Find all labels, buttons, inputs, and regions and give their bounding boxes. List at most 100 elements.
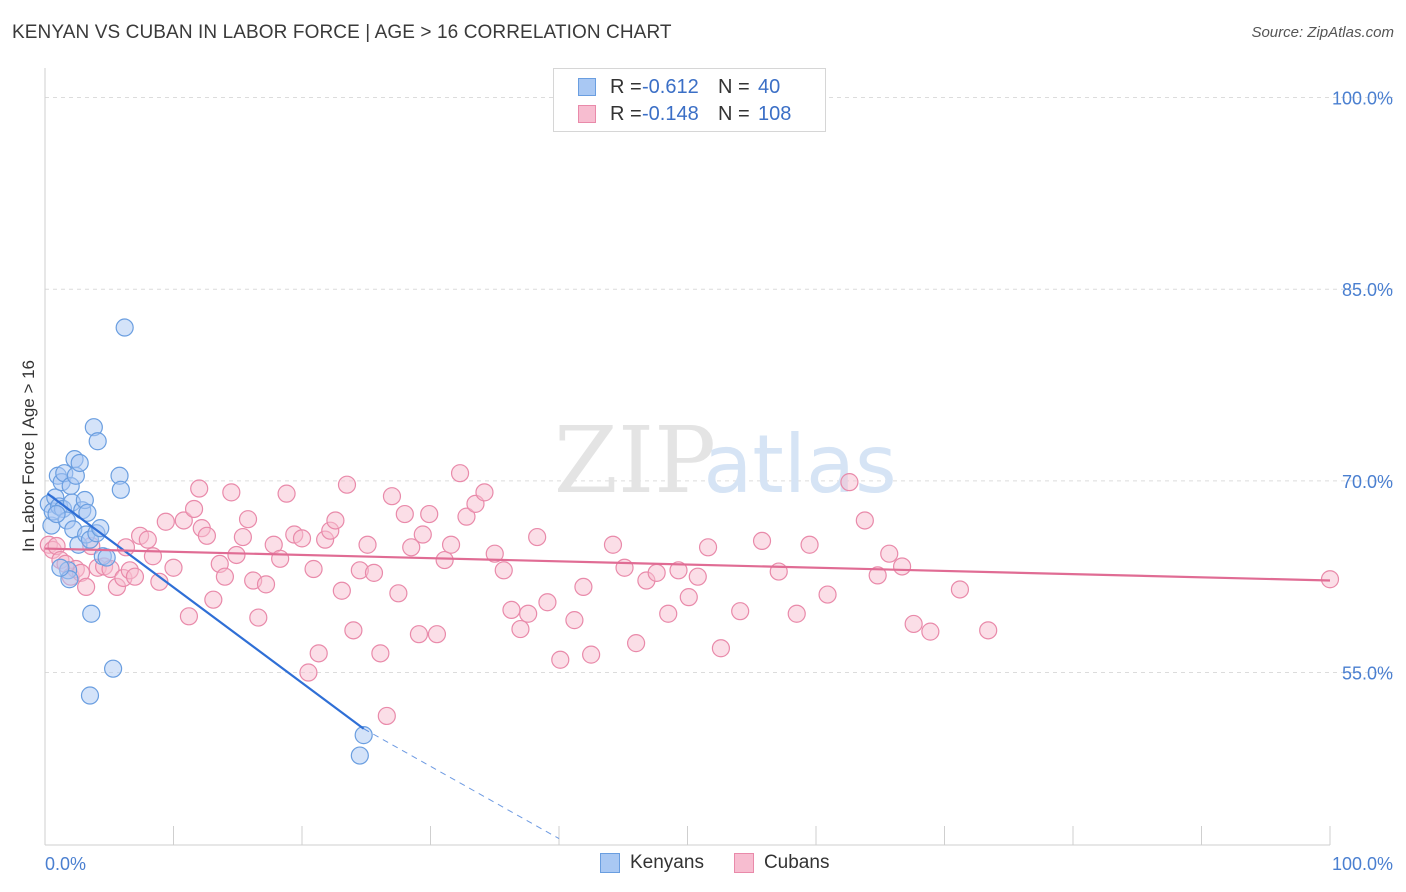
data-point: [309, 644, 328, 663]
trend-line-kenyans: [46, 492, 365, 730]
data-point: [304, 559, 323, 579]
y-axis-label: In Labor Force | Age > 16: [19, 360, 38, 552]
legend-r-label: R =: [610, 75, 642, 98]
data-point: [752, 531, 772, 551]
data-point: [164, 558, 183, 577]
data-point: [669, 561, 688, 580]
series-points-kenyans: [39, 318, 373, 765]
data-point: [950, 580, 970, 599]
data-point: [818, 585, 837, 604]
legend-n-label: N =: [718, 75, 750, 98]
data-point: [413, 525, 432, 544]
legend-n-value: 40: [758, 75, 781, 98]
data-point: [519, 604, 538, 623]
legend-row-kenyans: R = -0.612 N = 40: [578, 75, 780, 99]
data-point: [787, 604, 806, 623]
data-point: [647, 563, 666, 582]
data-point: [921, 622, 940, 641]
data-point: [679, 588, 698, 607]
data-point: [91, 519, 110, 538]
data-point: [358, 535, 377, 554]
data-point: [227, 545, 246, 565]
data-point: [688, 567, 707, 586]
data-point: [77, 577, 96, 597]
data-point: [565, 611, 584, 630]
legend-item-cubans[interactable]: Cubans: [733, 852, 829, 874]
data-point: [420, 504, 439, 524]
data-point: [855, 511, 874, 530]
data-point: [179, 607, 199, 626]
data-point: [395, 504, 414, 524]
data-point: [904, 614, 923, 634]
data-point: [511, 619, 530, 639]
tick-labels: 55.0% 70.0% 85.0% 100.0% 0.0% 100.0%: [45, 89, 1393, 874]
data-point: [382, 487, 402, 506]
data-point: [711, 639, 731, 658]
data-point: [292, 529, 312, 548]
legend-r-value: -0.612: [642, 75, 699, 98]
data-point: [880, 544, 899, 563]
data-point: [125, 567, 145, 586]
data-point: [409, 625, 429, 644]
legend-swatch-cubans: [733, 853, 754, 873]
data-point: [377, 706, 396, 726]
data-point: [494, 561, 513, 580]
data-point: [528, 527, 547, 547]
data-point: [731, 602, 750, 621]
data-point: [197, 526, 217, 545]
x-tick-label: 0.0%: [45, 854, 86, 874]
watermark: ZIP atlas: [554, 407, 897, 514]
data-point: [174, 511, 193, 530]
data-point: [502, 600, 521, 620]
scatter-points: [39, 318, 1340, 765]
data-point: [344, 621, 363, 640]
data-point: [427, 625, 447, 644]
data-point: [138, 530, 157, 549]
stats-legend: R = -0.612 N = 40 R = -0.148 N = 108: [553, 68, 826, 132]
data-point: [350, 746, 369, 765]
data-point: [332, 581, 351, 600]
watermark-atlas: atlas: [703, 418, 896, 511]
legend-item-kenyans[interactable]: Kenyans: [600, 852, 704, 874]
data-point: [249, 608, 268, 627]
data-point: [326, 511, 345, 530]
legend-swatch-kenyans: [578, 78, 596, 96]
trend-line-cubans: [44, 547, 1331, 582]
data-point: [47, 504, 66, 524]
legend-swatch-cubans: [578, 105, 596, 123]
data-point: [111, 480, 130, 499]
legend-r-label: R =: [610, 102, 642, 125]
y-tick-label: 100.0%: [1332, 89, 1393, 109]
data-point: [115, 318, 134, 337]
data-point: [435, 550, 454, 570]
data-point: [582, 645, 601, 664]
data-point: [475, 483, 494, 502]
data-point: [538, 593, 557, 612]
data-point: [184, 499, 204, 519]
data-point: [574, 577, 593, 597]
data-point: [238, 510, 258, 529]
data-point: [892, 557, 912, 576]
source-label: Source: ZipAtlas.com: [1251, 24, 1394, 41]
data-point: [402, 538, 421, 557]
y-tick-label: 85.0%: [1342, 280, 1393, 300]
data-point: [441, 535, 461, 554]
data-point: [82, 604, 101, 623]
legend-n-value: 108: [758, 102, 792, 125]
data-point: [603, 535, 623, 554]
data-point: [337, 475, 357, 494]
data-point: [78, 503, 97, 522]
data-point: [868, 566, 887, 585]
trend-extension-kenyans: [363, 728, 560, 840]
data-point: [659, 604, 678, 623]
legend-row-cubans: R = -0.148 N = 108: [578, 102, 791, 126]
data-point: [626, 634, 646, 653]
legend-r-value: -0.148: [642, 102, 699, 125]
data-point: [485, 544, 504, 563]
data-point: [450, 464, 470, 483]
data-point: [204, 590, 223, 609]
data-point: [551, 650, 570, 669]
y-tick-label: 70.0%: [1342, 472, 1393, 492]
legend-swatch-kenyans: [600, 853, 620, 873]
